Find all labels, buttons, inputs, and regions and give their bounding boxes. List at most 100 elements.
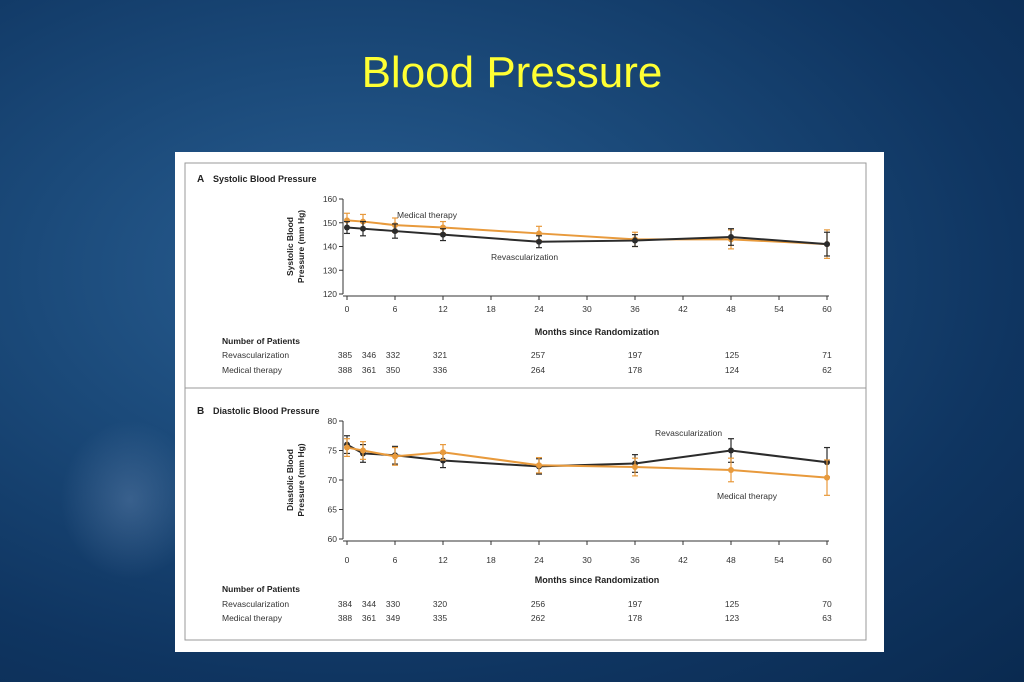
panel-b-x-tick-label: 60 <box>822 555 832 565</box>
panel-a-data-point-medical-therapy <box>536 230 542 237</box>
panel-a-x-tick-label: 18 <box>486 304 496 314</box>
panel-b-patients-count: 262 <box>531 613 545 623</box>
panel-b-y-tick-label: 80 <box>328 416 338 426</box>
panel-a-data-point-revascularization <box>536 238 542 245</box>
panel-b-patients-count: 344 <box>362 599 376 609</box>
figure-frame <box>184 162 867 641</box>
panel-b-series-line-medical-therapy <box>346 446 828 479</box>
panel-b-x-tick-label: 42 <box>678 555 688 565</box>
panel-b-annotation: Revascularization <box>655 428 722 438</box>
panel-a-patients-count: 62 <box>822 365 832 375</box>
panel-b-y-tick-label: 75 <box>328 446 338 456</box>
panel-b-patients-count: 335 <box>433 613 447 623</box>
panel-b-x-tick-label: 0 <box>345 555 350 565</box>
panel-b-patients-count: 384 <box>338 599 352 609</box>
panel-b-patients-count: 178 <box>628 613 642 623</box>
panel-a-patients-count: 197 <box>628 350 642 360</box>
panel-b-y-tick-label: 70 <box>328 475 338 485</box>
panel-b-x-tick-label: 18 <box>486 555 496 565</box>
panel-a-annotation: Medical therapy <box>397 210 458 220</box>
panel-a-patients-count: 350 <box>386 365 400 375</box>
panel-b-y-label: Pressure (mm Hg) <box>296 443 306 516</box>
panel-a-title: Systolic Blood Pressure <box>213 174 317 184</box>
panel-b-patients-row-label: Revascularization <box>222 599 289 609</box>
panel-a-y-tick-label: 160 <box>323 194 337 204</box>
panel-a-patients-count: 71 <box>822 350 832 360</box>
panel-b-x-label: Months since Randomization <box>535 575 660 585</box>
panel-a-data-point-revascularization <box>344 224 350 231</box>
panel-a-y-tick-label: 130 <box>323 265 337 275</box>
panel-a-patients-count: 264 <box>531 365 545 375</box>
panel-a-series-line-medical-therapy <box>346 219 828 246</box>
panel-b-data-point-medical-therapy <box>536 462 542 469</box>
panel-b-patients-count: 330 <box>386 599 400 609</box>
panel-a-y-tick-label: 150 <box>323 218 337 228</box>
panel-a-patients-count: 257 <box>531 350 545 360</box>
panel-b-data-point-revascularization <box>728 447 734 454</box>
panel-a-patients-count: 178 <box>628 365 642 375</box>
panel-b-data-point-medical-therapy <box>360 447 366 454</box>
panel-b-annotation: Medical therapy <box>717 491 778 501</box>
figure-panel: A Systolic Blood Pressure 120 130 140 150 160 S… <box>175 152 884 652</box>
panel-a-patients-count: 385 <box>338 350 352 360</box>
panel-a-x-tick-label: 24 <box>534 304 544 314</box>
panel-a-y-tick-label: 120 <box>323 289 337 299</box>
panel-b-data-point-medical-therapy <box>440 449 446 456</box>
panel-b-patients-count: 197 <box>628 599 642 609</box>
panel-b-patients-title: Number of Patients <box>222 584 300 594</box>
panel-a-x-tick-label: 12 <box>438 304 448 314</box>
panel-b-patients-row-label: Medical therapy <box>222 613 283 623</box>
panel-b-x-tick-label: 54 <box>774 555 784 565</box>
panel-a-x-tick-label: 0 <box>345 304 350 314</box>
panel-b-y-tick-label: 65 <box>328 505 338 515</box>
panel-a-annotation: Revascularization <box>491 252 558 262</box>
panel-a-data-point-revascularization <box>632 237 638 244</box>
panel-b-x-tick-label: 36 <box>630 555 640 565</box>
panel-b-patients-count: 125 <box>725 599 739 609</box>
panel-a-y-tick-label: 140 <box>323 242 337 252</box>
panel-a-y-label: Systolic Blood <box>285 217 295 276</box>
slide-title: Blood Pressure <box>361 48 663 97</box>
panel-a-patients-count: 336 <box>433 365 447 375</box>
panel-b-data-point-medical-therapy <box>392 453 398 460</box>
panel-b-patients-count: 123 <box>725 613 739 623</box>
panel-b-title: Diastolic Blood Pressure <box>213 406 320 416</box>
panel-a-data-point-revascularization <box>728 234 734 240</box>
panel-a-letter: A <box>197 174 204 185</box>
panel-b-x-tick-label: 24 <box>534 555 544 565</box>
panel-a-patients-row-label: Medical therapy <box>222 365 283 375</box>
panel-b-y-label: Diastolic Blood <box>285 449 295 511</box>
panel-b-data-point-medical-therapy <box>632 464 638 471</box>
panel-a-data-point-revascularization <box>440 231 446 238</box>
panel-a-patients-title: Number of Patients <box>222 336 300 346</box>
panel-b-patients-count: 70 <box>822 599 832 609</box>
panel-a-y-label: Pressure (mm Hg) <box>296 210 306 283</box>
panel-b-patients-count: 388 <box>338 613 352 623</box>
panel-a-x-tick-label: 54 <box>774 304 784 314</box>
panel-a-x-tick-label: 36 <box>630 304 640 314</box>
panel-a-x-tick-label: 6 <box>393 304 398 314</box>
panel-a-x-tick-label: 42 <box>678 304 688 314</box>
panel-a-data-point-revascularization <box>360 225 366 232</box>
panel-b-patients-count: 361 <box>362 613 376 623</box>
panel-a-data-point-revascularization <box>392 228 398 235</box>
panel-a-x-tick-label: 30 <box>582 304 592 314</box>
panel-a-patients-count: 125 <box>725 350 739 360</box>
panel-b-patients-count: 63 <box>822 613 832 623</box>
panel-b-x-tick-label: 6 <box>393 555 398 565</box>
panel-b-patients-count: 320 <box>433 599 447 609</box>
panel-a-patients-count: 388 <box>338 365 352 375</box>
panel-b-data-point-medical-therapy <box>824 474 830 481</box>
panel-b-x-tick-label: 48 <box>726 555 736 565</box>
panel-b-x-tick-label: 12 <box>438 555 448 565</box>
panel-b-data-point-medical-therapy <box>728 466 734 473</box>
panel-a-x-label: Months since Randomization <box>535 327 660 337</box>
panel-a-patients-count: 361 <box>362 365 376 375</box>
panel-b-patients-count: 256 <box>531 599 545 609</box>
panel-a-patients-count: 346 <box>362 350 376 360</box>
panel-a-series-line-revascularization <box>346 226 828 246</box>
panel-a-data-point-revascularization <box>824 241 830 248</box>
panel-b-patients-count: 349 <box>386 613 400 623</box>
panel-b-letter: B <box>197 406 204 417</box>
panel-a-patients-count: 124 <box>725 365 739 375</box>
